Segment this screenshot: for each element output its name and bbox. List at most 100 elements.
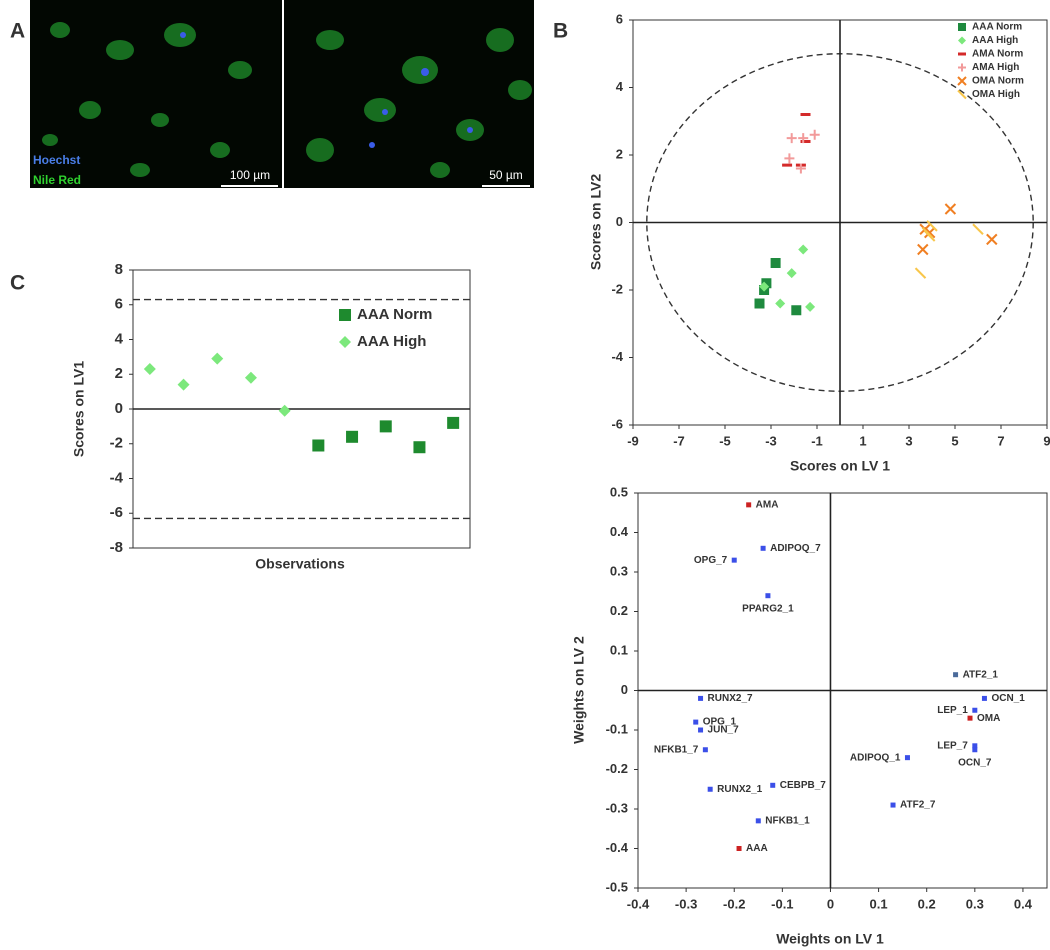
point [809,129,820,140]
y-tick-label: -2 [110,435,123,452]
point [770,782,776,788]
point [921,226,934,239]
point [736,846,742,851]
y-axis-title: Scores on LV2 [588,174,604,270]
point [986,233,998,246]
legend-label: OMA High [972,89,1020,100]
point-label: JUN_7 [708,725,740,736]
point-label: OPG_7 [694,555,728,566]
y-tick-label: 0.4 [610,524,629,539]
point [972,743,978,749]
point [967,715,973,721]
y-axis-title: Weights on LV 2 [571,636,587,744]
point [958,63,966,72]
y-tick-label: -4 [110,469,124,486]
point [917,243,929,256]
micrographs: Hoechst Nile Red 100 µm 50 µm [30,0,534,188]
x-tick-label: -9 [627,433,639,448]
point-label: PPARG2_1 [742,603,794,614]
legend-label: AAA Norm [357,306,432,323]
point [798,244,809,255]
point-label: LEP_1 [937,705,968,716]
x-tick-label: -5 [719,433,731,448]
x-tick-label: 9 [1043,433,1050,448]
x-tick-label: 0.2 [918,896,936,911]
scale-bar-label: 50 µm [489,168,523,182]
point-label: ADIPOQ_1 [850,752,901,763]
point-label: OCN_1 [991,693,1025,704]
point [800,140,811,143]
x-tick-label: 0.4 [1014,896,1033,911]
point [944,203,957,215]
y-tick-label: -0.4 [606,840,629,855]
x-tick-label: -0.3 [675,896,697,911]
point [693,719,699,725]
y-tick-label: 0.5 [610,484,628,499]
y-tick-label: 4 [115,330,124,347]
x-tick-label: -0.1 [771,896,793,911]
stain-label: Hoechst [33,153,80,167]
y-tick-label: 8 [115,261,123,278]
point [791,305,802,316]
x-tick-label: 0.1 [870,896,888,911]
legend-label: AAA Norm [972,22,1022,33]
point [143,363,156,376]
point-label: ADIPOQ_7 [770,543,821,554]
point-label: ATF2_1 [963,669,999,680]
y-tick-label: -6 [110,504,123,521]
point [339,309,351,321]
point [786,133,797,144]
y-tick-label: -0.1 [606,721,628,736]
point-label: RUNX2_1 [717,784,762,795]
point-label: CEBPB_7 [780,780,827,791]
point-label: OMA [977,713,1000,724]
point [447,416,460,429]
y-tick-label: 6 [616,11,623,26]
point [958,52,966,56]
x-tick-label: -1 [811,433,823,448]
point-label: NFKB1_1 [765,815,810,826]
y-tick-label: -2 [611,281,623,296]
point [759,281,770,292]
point [786,268,797,279]
point-label: LEP_7 [937,740,968,751]
x-tick-label: -0.2 [723,896,745,911]
panel-label: B [553,20,568,43]
point [800,113,811,116]
point [761,278,772,289]
point-label: AAA [746,843,768,854]
point [698,727,704,733]
point [972,707,978,713]
legend-label: AMA Norm [972,49,1023,60]
y-tick-label: 0 [621,682,628,697]
y-tick-label: -0.3 [606,800,628,815]
point [211,352,224,365]
point [339,336,351,348]
point [702,747,708,753]
point [770,258,781,268]
point [926,220,938,232]
y-tick-label: 0 [616,214,623,229]
point [958,36,966,45]
point [782,163,793,167]
point [244,371,257,384]
y-tick-label: -0.2 [606,761,628,776]
y-tick-label: -6 [611,416,623,431]
y-tick-label: 6 [115,296,123,313]
point [784,153,795,164]
y-tick-label: 0.3 [610,563,628,578]
legend-label: AAA High [972,35,1018,46]
point [177,378,190,391]
y-tick-label: -4 [611,349,623,364]
y-tick-label: 2 [616,146,623,161]
point [278,404,291,417]
point [765,593,771,599]
y-tick-label: 2 [115,365,123,382]
point [731,557,737,563]
x-tick-label: -7 [673,433,685,448]
point-label: AMA [756,499,779,510]
point [957,76,967,86]
x-tick-label: 1 [859,433,866,448]
point-label: RUNX2_7 [708,693,753,704]
